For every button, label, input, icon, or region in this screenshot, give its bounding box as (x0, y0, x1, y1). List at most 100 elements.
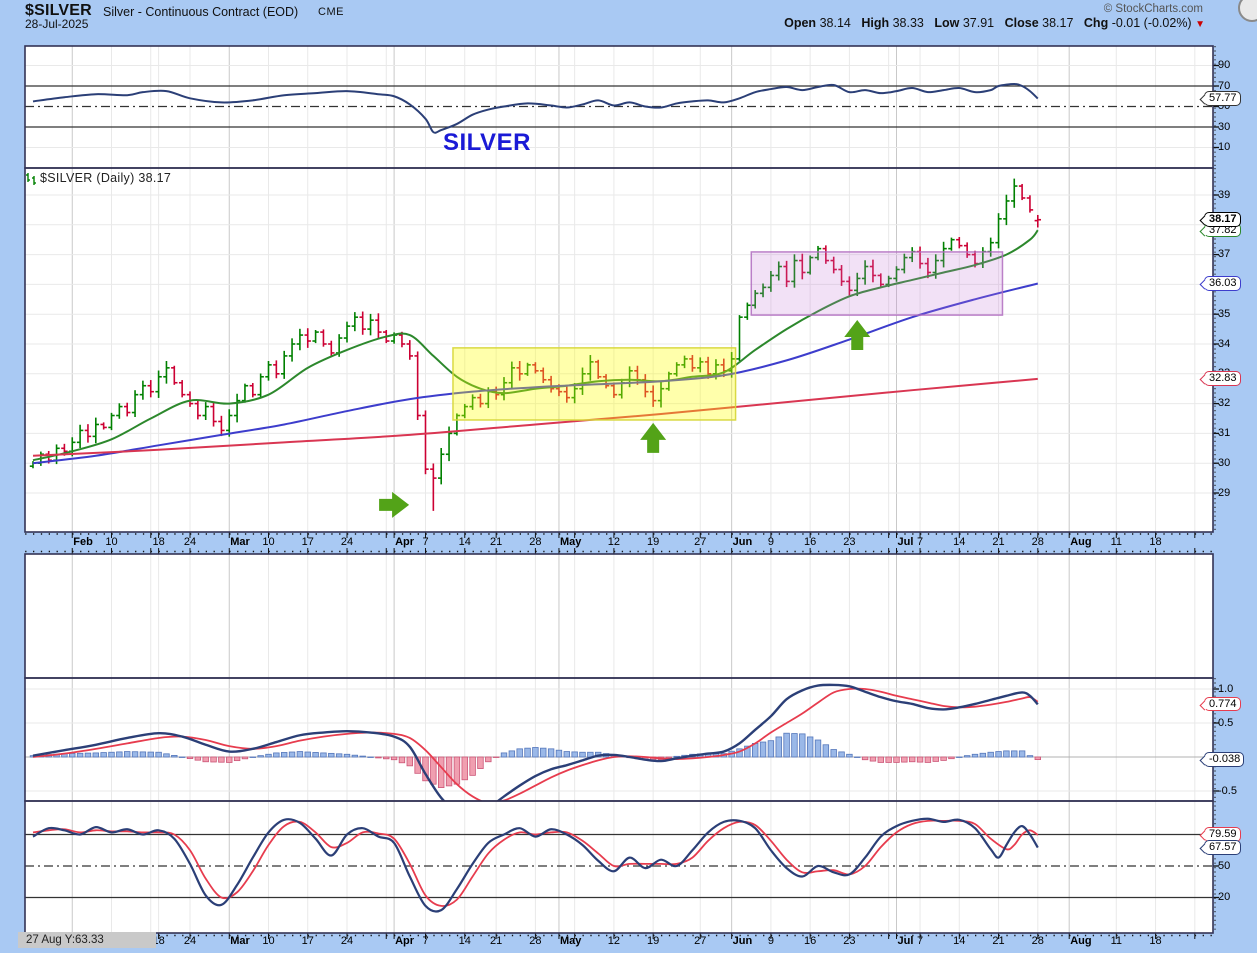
close-label: Close (1004, 16, 1039, 30)
price-axis-label: 29 (1218, 486, 1231, 499)
date-axis-label: 21 (490, 935, 503, 947)
date-axis-label: 21 (490, 536, 503, 548)
chg-label: Chg (1083, 16, 1109, 30)
price-value-bubble: 38.17 (1204, 212, 1241, 227)
macd-axis-label: 0.5 (1218, 716, 1234, 729)
macd-value-bubble: -0.038 (1204, 752, 1245, 767)
low-value: 37.91 (962, 16, 995, 30)
symbol-title: $SILVER (25, 2, 92, 19)
date-axis-label: 28 (529, 935, 542, 947)
date-axis-label: 21 (992, 935, 1005, 947)
rsi-axis-label: 90 (1218, 59, 1231, 71)
date-axis-label: 14 (953, 935, 966, 947)
date-axis-label: 24 (340, 935, 354, 947)
date-axis-label: 16 (804, 536, 817, 548)
date-axis-label: 18 (1149, 935, 1162, 947)
green-right-arrow (379, 491, 410, 518)
open-value: 38.14 (819, 16, 851, 30)
rsi-axis-label: 10 (1218, 141, 1231, 153)
date-axis-label: 17 (301, 536, 314, 548)
date-axis-label: Mar (230, 536, 250, 548)
symbol-description: Silver - Continuous Contract (EOD) (103, 5, 299, 19)
price-axis-label: 32 (1218, 397, 1231, 410)
stoch-axis-label: 50 (1218, 859, 1231, 872)
date-axis-label: 24 (183, 536, 197, 548)
date-axis-label: Apr (395, 536, 415, 548)
date-axis-label: 28 (1031, 935, 1044, 947)
price-axis-label: 35 (1218, 307, 1231, 320)
date-axis-label: 12 (607, 935, 621, 947)
date-axis-label: 21 (992, 536, 1005, 548)
macd-axis-label: 1.0 (1218, 682, 1234, 695)
date-axis-label: 27 (694, 536, 707, 548)
date-axis-label: 7 (916, 935, 924, 947)
open-label: Open (784, 16, 817, 30)
date-axis-label: 14 (458, 536, 471, 548)
date-axis-label: 7 (422, 536, 429, 548)
high-label: High (861, 16, 890, 30)
date-axis-label: 17 (301, 935, 314, 947)
date-axis-label: 12 (607, 536, 621, 548)
price-value-bubble: 36.03 (1204, 276, 1241, 291)
date-axis-label: Apr (395, 935, 415, 947)
chg-dropdown-arrow-icon[interactable]: ▼ (1195, 19, 1205, 30)
date-axis-label: 23 (843, 935, 856, 947)
ohlc-style-icon (25, 172, 38, 191)
chart-date: 28-Jul-2025 (25, 17, 89, 31)
date-axis-label: Jul (897, 536, 914, 548)
date-axis-label: 19 (647, 935, 660, 947)
date-axis-label: Jun (732, 536, 753, 548)
rsi-axis-label: 70 (1218, 79, 1231, 92)
date-axis-label: 10 (262, 935, 275, 947)
price-axis-label: 30 (1218, 456, 1231, 469)
date-axis-label: Aug (1070, 935, 1092, 947)
date-axis-label: 11 (1110, 536, 1123, 548)
silver-watermark: SILVER (443, 129, 531, 156)
price-axis-label: 39 (1218, 188, 1231, 201)
date-axis-label: 16 (804, 935, 817, 947)
price-axis-label: 34 (1218, 337, 1231, 350)
price-axis-label: 31 (1218, 426, 1231, 439)
date-axis-label: Jun (732, 935, 753, 947)
corner-logo-circle-icon[interactable] (1238, 0, 1257, 22)
stockcharts-credit: © StockCharts.com (1103, 3, 1203, 15)
date-axis-label: 28 (1031, 536, 1044, 548)
date-axis-label: May (559, 935, 582, 947)
date-axis-label: 7 (422, 935, 429, 947)
date-axis-label: Feb (73, 536, 93, 548)
date-axis-label: 9 (767, 536, 774, 548)
stoch-axis-label: 20 (1218, 891, 1231, 903)
price-value-bubble: 32.83 (1204, 371, 1241, 386)
date-axis-label: May (559, 536, 582, 548)
macd-axis-label: -0.5 (1218, 784, 1237, 797)
rsi-value-bubble: 57.77 (1204, 91, 1241, 106)
price-axis-label: 37 (1218, 248, 1231, 261)
date-axis-label: 10 (262, 536, 275, 548)
date-axis-label: 18 (152, 536, 165, 548)
date-axis-label: 24 (183, 935, 197, 947)
date-axis-label: 10 (105, 536, 118, 548)
date-axis-label: 18 (1149, 536, 1162, 548)
date-axis-label: Jul (897, 935, 914, 947)
date-axis-label: 19 (647, 536, 660, 548)
date-axis-label: 11 (1110, 935, 1123, 947)
date-axis-label: Mar (230, 935, 250, 947)
exchange-label: CME (318, 6, 344, 18)
date-axis-label: 14 (953, 536, 966, 548)
date-axis-label: 24 (340, 536, 354, 548)
date-axis-label: 14 (458, 935, 471, 947)
chg-value: -0.01 (-0.02%) (1111, 16, 1192, 30)
date-axis-label: 27 (694, 935, 707, 947)
date-axis-label: 9 (767, 935, 774, 947)
date-axis-label: 7 (916, 536, 924, 548)
date-axis-label: Aug (1070, 536, 1092, 548)
date-axis-label: 23 (843, 536, 856, 548)
stoch-value-bubble: 67.57 (1204, 840, 1241, 855)
green-up-arrow (844, 320, 871, 351)
rsi-axis-label: 30 (1218, 120, 1231, 133)
main-chart-label: $SILVER (Daily) 38.17 (40, 171, 172, 185)
low-label: Low (934, 16, 960, 30)
green-up-arrow (640, 422, 667, 453)
